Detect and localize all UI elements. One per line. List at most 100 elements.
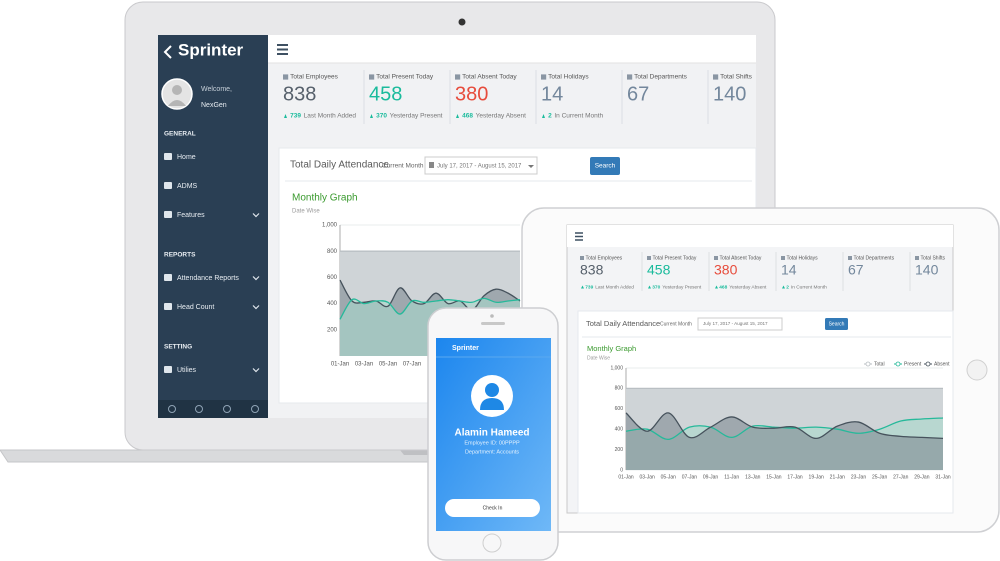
stat-trend bbox=[370, 114, 373, 118]
phone-screen bbox=[436, 338, 551, 531]
phone-avatar-body bbox=[480, 398, 504, 410]
check-in-label: Check In bbox=[483, 505, 503, 511]
footer-icon[interactable] bbox=[223, 405, 231, 413]
phone-home-button[interactable] bbox=[482, 533, 502, 553]
period-label: Current Month bbox=[660, 321, 692, 327]
x-tick-label: 29-Jan bbox=[914, 474, 930, 480]
check-in-button[interactable] bbox=[445, 499, 540, 517]
menu-icon bbox=[164, 274, 172, 281]
series-area bbox=[626, 412, 943, 470]
stat-note: Yesterday Absent bbox=[476, 113, 527, 120]
stat-value: 14 bbox=[781, 262, 797, 278]
x-tick-label: 05-Jan bbox=[379, 362, 397, 368]
stat-value: 838 bbox=[283, 83, 316, 105]
x-tick-label: 07-Jan bbox=[403, 362, 421, 368]
stat-value: 838 bbox=[580, 262, 604, 278]
date-picker[interactable] bbox=[697, 317, 783, 331]
panel-title: Total Daily Attendance bbox=[290, 160, 389, 171]
search-label: Search bbox=[595, 163, 616, 170]
stat-label: Total Employees bbox=[586, 255, 623, 261]
footer-icon[interactable] bbox=[168, 405, 176, 413]
employee-id: Employee ID: 00PPPP bbox=[464, 440, 520, 446]
stat-value: 380 bbox=[455, 83, 488, 105]
search-label: Search bbox=[829, 321, 845, 327]
y-tick-label: 200 bbox=[327, 327, 338, 333]
avatar-head bbox=[172, 85, 182, 95]
stat-icon bbox=[283, 74, 289, 80]
stat-value: 67 bbox=[627, 83, 649, 105]
x-tick-label: 17-Jan bbox=[787, 474, 803, 480]
menu-toggle[interactable] bbox=[575, 232, 583, 241]
x-tick-label: 19-Jan bbox=[809, 474, 825, 480]
stat-label: Total Shifts bbox=[720, 74, 753, 81]
menu-section: SETTING bbox=[164, 344, 192, 351]
menu-icon bbox=[164, 366, 172, 373]
stat-trend bbox=[542, 114, 545, 118]
menu-item[interactable]: Features bbox=[177, 212, 205, 219]
x-tick-label: 03-Jan bbox=[355, 362, 373, 368]
x-tick-label: 25-Jan bbox=[872, 474, 888, 480]
stat-trend bbox=[456, 114, 459, 118]
series-line bbox=[339, 297, 521, 320]
menu-item[interactable]: ADMS bbox=[177, 183, 198, 190]
series-line bbox=[625, 417, 944, 441]
y-tick-label: 200 bbox=[615, 447, 624, 453]
search-button[interactable] bbox=[590, 157, 620, 175]
y-tick-label: 1,000 bbox=[322, 223, 338, 229]
graph-subtitle: Date Wise bbox=[587, 355, 610, 361]
camera bbox=[458, 18, 466, 26]
stat-icon bbox=[647, 256, 651, 260]
y-tick-label: 600 bbox=[327, 275, 338, 281]
sidebar-footer bbox=[158, 400, 268, 418]
stat-icon bbox=[369, 74, 375, 80]
search-button[interactable] bbox=[825, 318, 848, 330]
menu-item[interactable]: Attendance Reports bbox=[177, 275, 239, 282]
stat-change: 739 bbox=[290, 113, 301, 120]
graph: 0 200 400 600 800 1,000 01-Jan 03-Jan 05-Jan 07-J… bbox=[610, 361, 950, 480]
stat-change: 739 bbox=[585, 284, 593, 290]
brand[interactable]: Sprinter bbox=[178, 40, 244, 59]
stat-change: 468 bbox=[462, 113, 473, 120]
stat-icon bbox=[455, 74, 461, 80]
menu-section: REPORTS bbox=[164, 252, 196, 259]
stat-value: 14 bbox=[541, 83, 563, 105]
stat-icon bbox=[848, 256, 852, 260]
stat-trend bbox=[581, 285, 584, 289]
y-tick-label: 0 bbox=[620, 467, 623, 473]
y-tick-label: 400 bbox=[327, 301, 338, 307]
x-tick-label: 05-Jan bbox=[661, 474, 677, 480]
footer-icon[interactable] bbox=[195, 405, 203, 413]
stat-trend bbox=[782, 285, 785, 289]
stat-label: Total Holidays bbox=[548, 74, 589, 81]
date-picker[interactable] bbox=[424, 156, 538, 175]
menu-chevron bbox=[252, 276, 260, 281]
caret bbox=[528, 165, 534, 168]
menu-item[interactable]: Home bbox=[177, 154, 196, 161]
menu-chevron bbox=[252, 213, 260, 218]
x-tick-label: 21-Jan bbox=[830, 474, 846, 480]
menu: GENERAL Home ADMS Features REPORTS Attendance… bbox=[164, 131, 260, 374]
x-tick-label: 27-Jan bbox=[893, 474, 909, 480]
x-tick-label: 13-Jan bbox=[745, 474, 761, 480]
stat-value: 67 bbox=[848, 262, 864, 278]
date-range: July 17, 2017 - August 15, 2017 bbox=[437, 164, 522, 170]
menu-item[interactable]: Head Count bbox=[177, 304, 214, 311]
menu-toggle[interactable] bbox=[277, 44, 288, 55]
menu-item[interactable]: Utilies bbox=[177, 367, 197, 374]
stat-value: 380 bbox=[714, 262, 738, 278]
series-line bbox=[339, 279, 521, 311]
calendar-icon bbox=[429, 162, 434, 168]
stat-change: 468 bbox=[719, 284, 727, 290]
phone-camera bbox=[490, 314, 494, 318]
stat-note: In Current Month bbox=[554, 113, 603, 120]
home-button[interactable] bbox=[966, 359, 988, 381]
menu-chevron bbox=[252, 368, 260, 373]
legend-marker bbox=[865, 361, 871, 367]
panel-title: Total Daily Attendance bbox=[586, 319, 660, 328]
stat-icon bbox=[713, 74, 719, 80]
stat-value: 458 bbox=[369, 83, 402, 105]
footer-icon[interactable] bbox=[251, 405, 259, 413]
graph-title: Monthly Graph bbox=[587, 344, 636, 353]
